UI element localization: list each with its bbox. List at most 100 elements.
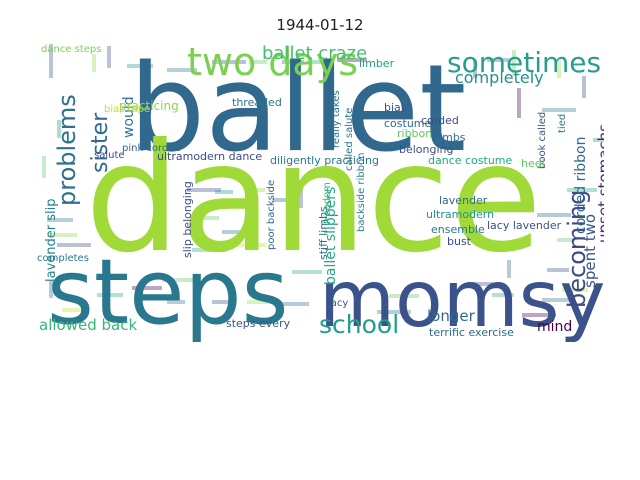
word-cloud: ballet dance steps momsy two days sometimes sc… — [37, 38, 604, 342]
filler-word-mark — [279, 302, 309, 306]
word-ultramodern-dance: ultramodern dance — [157, 150, 262, 163]
word-upset-stomachs: upset stomachs — [595, 124, 604, 243]
word-dance-steps: dance steps — [41, 44, 101, 55]
filler-word-mark — [537, 213, 571, 217]
filler-word-mark — [249, 60, 267, 64]
word-ballet-craze: ballet craze — [262, 43, 367, 64]
word-school: school — [319, 310, 399, 339]
word-stiff-limbs: stiff limbs — [317, 206, 330, 260]
filler-word-mark — [42, 156, 46, 178]
word-called-salute: called salute — [344, 108, 355, 171]
filler-word-mark — [557, 60, 561, 78]
filler-word-mark — [49, 44, 53, 78]
word-freedom: freedom — [322, 182, 333, 224]
word-sometimes: sometimes — [447, 46, 601, 79]
filler-word-mark — [299, 182, 303, 208]
filler-word-mark — [292, 270, 322, 274]
word-threaded: threaded — [232, 96, 282, 109]
word-backside-ribbon: backside ribbon — [356, 153, 367, 232]
word-heel: heel — [521, 157, 545, 170]
filler-word-mark — [272, 198, 294, 202]
word-lavender: lavender — [439, 194, 488, 207]
filler-word-mark — [107, 46, 111, 68]
filler-word-mark — [247, 300, 273, 304]
filler-word-mark — [337, 58, 367, 62]
word-momsy: momsy — [319, 255, 604, 342]
filler-word-mark — [192, 248, 226, 252]
filler-word-mark — [187, 188, 221, 192]
word-salute: salute — [94, 150, 125, 161]
word-ultramodern: ultramodern — [426, 208, 494, 221]
filler-word-mark — [377, 310, 411, 314]
filler-word-mark — [389, 294, 419, 298]
word-two-days: two days — [187, 40, 358, 84]
word-becoming: becoming — [563, 190, 591, 308]
filler-word-mark — [197, 216, 219, 220]
word-limber: limber — [359, 57, 395, 70]
word-sister: sister — [88, 112, 113, 173]
word-tied: tied — [557, 114, 568, 133]
chart-title: 1944-01-12 — [276, 16, 364, 34]
word-costume: costume — [384, 117, 432, 130]
filler-word-mark — [127, 64, 153, 68]
filler-word-mark — [282, 60, 304, 64]
word-allowed-back: allowed back — [39, 316, 137, 334]
filler-word-mark — [582, 76, 586, 98]
filler-word-mark — [47, 218, 73, 222]
word-would: would — [121, 96, 137, 138]
word-ballet: ballet — [129, 40, 466, 179]
filler-word-mark — [507, 260, 511, 278]
word-book-called: book called — [537, 112, 548, 169]
filler-word-mark — [57, 243, 91, 247]
filler-word-mark — [512, 50, 516, 76]
filler-word-mark — [237, 243, 267, 247]
filler-word-mark — [132, 286, 162, 290]
word-lacy: lacy — [328, 298, 348, 309]
filler-word-mark — [222, 230, 248, 234]
word-mind: mind — [537, 319, 572, 335]
filler-word-mark — [517, 88, 521, 118]
word-ensemble: ensemble — [431, 223, 485, 236]
filler-word-mark — [522, 313, 556, 317]
filler-word-mark — [567, 188, 597, 192]
filler-word-mark — [487, 58, 509, 62]
filler-word-mark — [562, 288, 588, 292]
filler-word-mark — [162, 278, 196, 282]
filler-word-mark — [212, 60, 246, 64]
word-longer: longer — [427, 307, 476, 325]
filler-word-mark — [47, 233, 77, 237]
filler-word-mark — [593, 138, 604, 142]
word-limbs: limbs — [436, 131, 466, 144]
word-belonging: belonging — [399, 143, 454, 156]
word-bias: bias — [384, 101, 407, 114]
word-bias-tape: bias tape — [104, 104, 150, 115]
filler-word-mark — [247, 188, 265, 192]
filler-word-mark — [307, 60, 333, 64]
word-corded: corded — [421, 114, 459, 127]
word-terrific-exercise: terrific exercise — [429, 326, 514, 339]
word-problems: problems — [53, 94, 81, 206]
filler-word-mark — [557, 238, 575, 242]
filler-word-mark — [167, 68, 197, 72]
word-bust: bust — [447, 235, 472, 248]
word-lavender-slip: lavender slip — [44, 199, 59, 282]
word-poor-backside: poor backside — [266, 180, 277, 250]
word-dance-costume: dance costume — [428, 154, 513, 167]
filler-word-mark — [212, 300, 234, 304]
word-diligently-practicing: diligently practicing — [270, 154, 379, 167]
filler-word-mark — [49, 280, 53, 298]
word-really-takes: really takes — [331, 90, 342, 148]
word-practicing: practicing — [119, 99, 179, 113]
filler-word-mark — [62, 308, 84, 312]
word-ribbon: ribbon — [397, 127, 432, 140]
word-slip-belonging: slip belonging — [181, 181, 194, 258]
word-ballet-slippers: ballet slippers — [323, 187, 339, 285]
word-lacy-lavender: lacy lavender — [487, 219, 562, 232]
word-completely: completely — [455, 68, 544, 87]
filler-word-mark — [492, 293, 514, 297]
word-corded-ribbon: corded ribbon — [573, 137, 589, 234]
filler-word-mark — [542, 298, 572, 302]
filler-word-mark — [542, 108, 576, 112]
filler-word-mark — [467, 282, 493, 286]
word-steps: steps — [47, 240, 289, 342]
